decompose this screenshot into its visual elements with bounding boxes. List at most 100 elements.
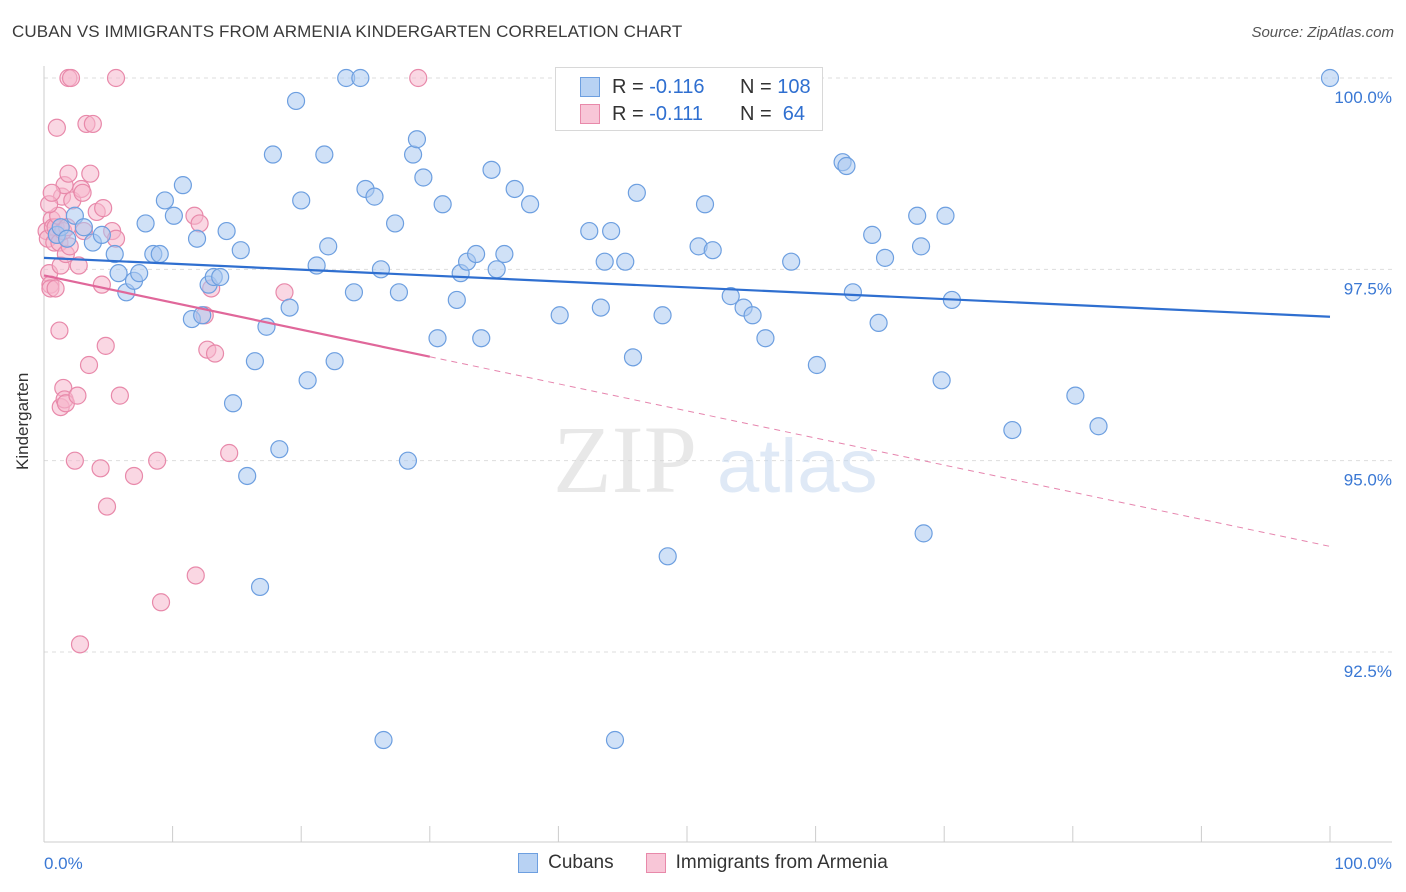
legend-label-armenia: Immigrants from Armenia: [675, 852, 888, 873]
cubans-point: [136, 214, 155, 233]
cubans-point: [164, 206, 183, 225]
cubans-point: [187, 229, 207, 248]
cubans-point: [325, 352, 344, 371]
cubans-point: [217, 221, 236, 241]
cubans-point: [936, 206, 955, 225]
legend-row-cubans: R = -0.116 N = 108: [580, 73, 811, 101]
armenia-point: [106, 68, 126, 88]
cubans-point: [398, 451, 418, 470]
armenia-point: [148, 451, 167, 470]
cubans-point: [653, 306, 672, 325]
chart-title: CUBAN VS IMMIGRANTS FROM ARMENIA KINDERG…: [12, 22, 683, 41]
armenia-point: [47, 118, 66, 137]
cubans-point: [109, 264, 128, 283]
cubans-point: [466, 244, 486, 264]
legend-label-cubans: Cubans: [548, 852, 614, 873]
armenia-point: [92, 275, 111, 294]
source-label: Source: ZipAtlas.com: [1251, 24, 1394, 41]
cubans-point: [695, 195, 715, 214]
y-tick-label: 97.5%: [1344, 279, 1392, 298]
cubans-point: [521, 195, 540, 214]
cubans-point: [245, 352, 265, 371]
legend-r-cubans: R = -0.116: [612, 75, 705, 98]
watermark-atlas: atlas: [717, 424, 878, 509]
cubans-point: [298, 371, 317, 390]
cubans-point: [869, 313, 888, 333]
cubans-point: [616, 252, 635, 271]
cubans-point: [374, 730, 393, 750]
cubans-point: [155, 191, 174, 210]
armenia-point: [59, 164, 78, 183]
legend-n-cubans: N = 108: [740, 75, 811, 98]
cubans-point: [263, 145, 283, 164]
cubans-point: [487, 260, 506, 279]
legend-r-armenia: R = -0.111: [612, 102, 703, 125]
cubans-point: [837, 156, 856, 176]
armenia-point: [91, 459, 110, 478]
cubans-point: [595, 252, 614, 271]
x-tick-label: 100.0%: [1334, 854, 1392, 873]
armenia-point: [97, 497, 117, 516]
cubans-point: [495, 244, 514, 264]
armenia-point: [70, 635, 90, 654]
armenia-point: [42, 183, 61, 202]
cubans-point: [173, 176, 192, 195]
armenia-point: [151, 593, 171, 612]
y-tick-label: 95.0%: [1344, 471, 1392, 490]
y-axis-label: Kindergarten: [13, 372, 32, 470]
cubans-point: [703, 241, 722, 260]
cubans-point: [911, 237, 931, 256]
cubans-point: [92, 225, 111, 244]
legend-item-cubans: Cubans: [518, 852, 614, 874]
cubans-point: [627, 183, 646, 202]
watermark: ZIP atlas: [553, 406, 878, 513]
cubans-point: [433, 195, 452, 214]
armenia-point: [83, 114, 102, 134]
cubans-point: [721, 287, 740, 306]
cubans-point: [580, 221, 599, 241]
armenia-point: [275, 283, 294, 302]
gridlines: [44, 77, 1392, 653]
armenia-point: [69, 256, 88, 275]
legend-swatch-armenia: [580, 104, 600, 124]
cubans-point: [105, 244, 124, 264]
cubans-point: [371, 260, 391, 279]
cubans-point: [875, 248, 895, 267]
armenia-point: [50, 321, 69, 340]
y-tick-label: 100.0%: [1334, 88, 1392, 107]
cubans-point: [658, 547, 677, 566]
cubans-point: [591, 298, 610, 317]
armenia-point: [96, 336, 115, 355]
cubans-point: [150, 244, 169, 264]
correlation-legend: R = -0.116 N = 108 R = -0.111 N = 64: [555, 67, 823, 131]
cubans-point: [743, 306, 762, 325]
legend-swatch-armenia-bottom: [645, 853, 666, 873]
cubans-point: [292, 191, 311, 210]
cubans-point: [58, 229, 77, 248]
cubans-point: [223, 394, 243, 413]
legend-swatch-cubans: [580, 77, 600, 97]
legend-n-armenia: N = 64: [740, 102, 806, 125]
armenia-point: [81, 164, 100, 183]
cubans-point: [932, 371, 951, 390]
series-legend: Cubans Immigrants from Armenia: [0, 852, 1406, 874]
cubans-point: [602, 221, 621, 241]
armenia-point: [73, 183, 92, 202]
cubans-point: [270, 440, 289, 459]
cubans-point: [351, 68, 370, 88]
cubans-point: [550, 306, 569, 325]
legend-row-armenia: R = -0.111 N = 64: [580, 100, 805, 128]
cubans-point: [130, 264, 149, 283]
armenia-point: [220, 443, 239, 463]
cubans-point: [365, 187, 384, 206]
cubans-point: [756, 329, 775, 348]
cubans-point: [914, 524, 933, 543]
armenia-point: [409, 68, 428, 88]
armenia-point: [79, 355, 99, 375]
watermark-zip: ZIP: [553, 406, 697, 513]
armenia-point: [65, 451, 84, 470]
cubans-point: [843, 283, 862, 302]
cubans-point: [1003, 420, 1022, 440]
cubans-point: [385, 214, 405, 233]
